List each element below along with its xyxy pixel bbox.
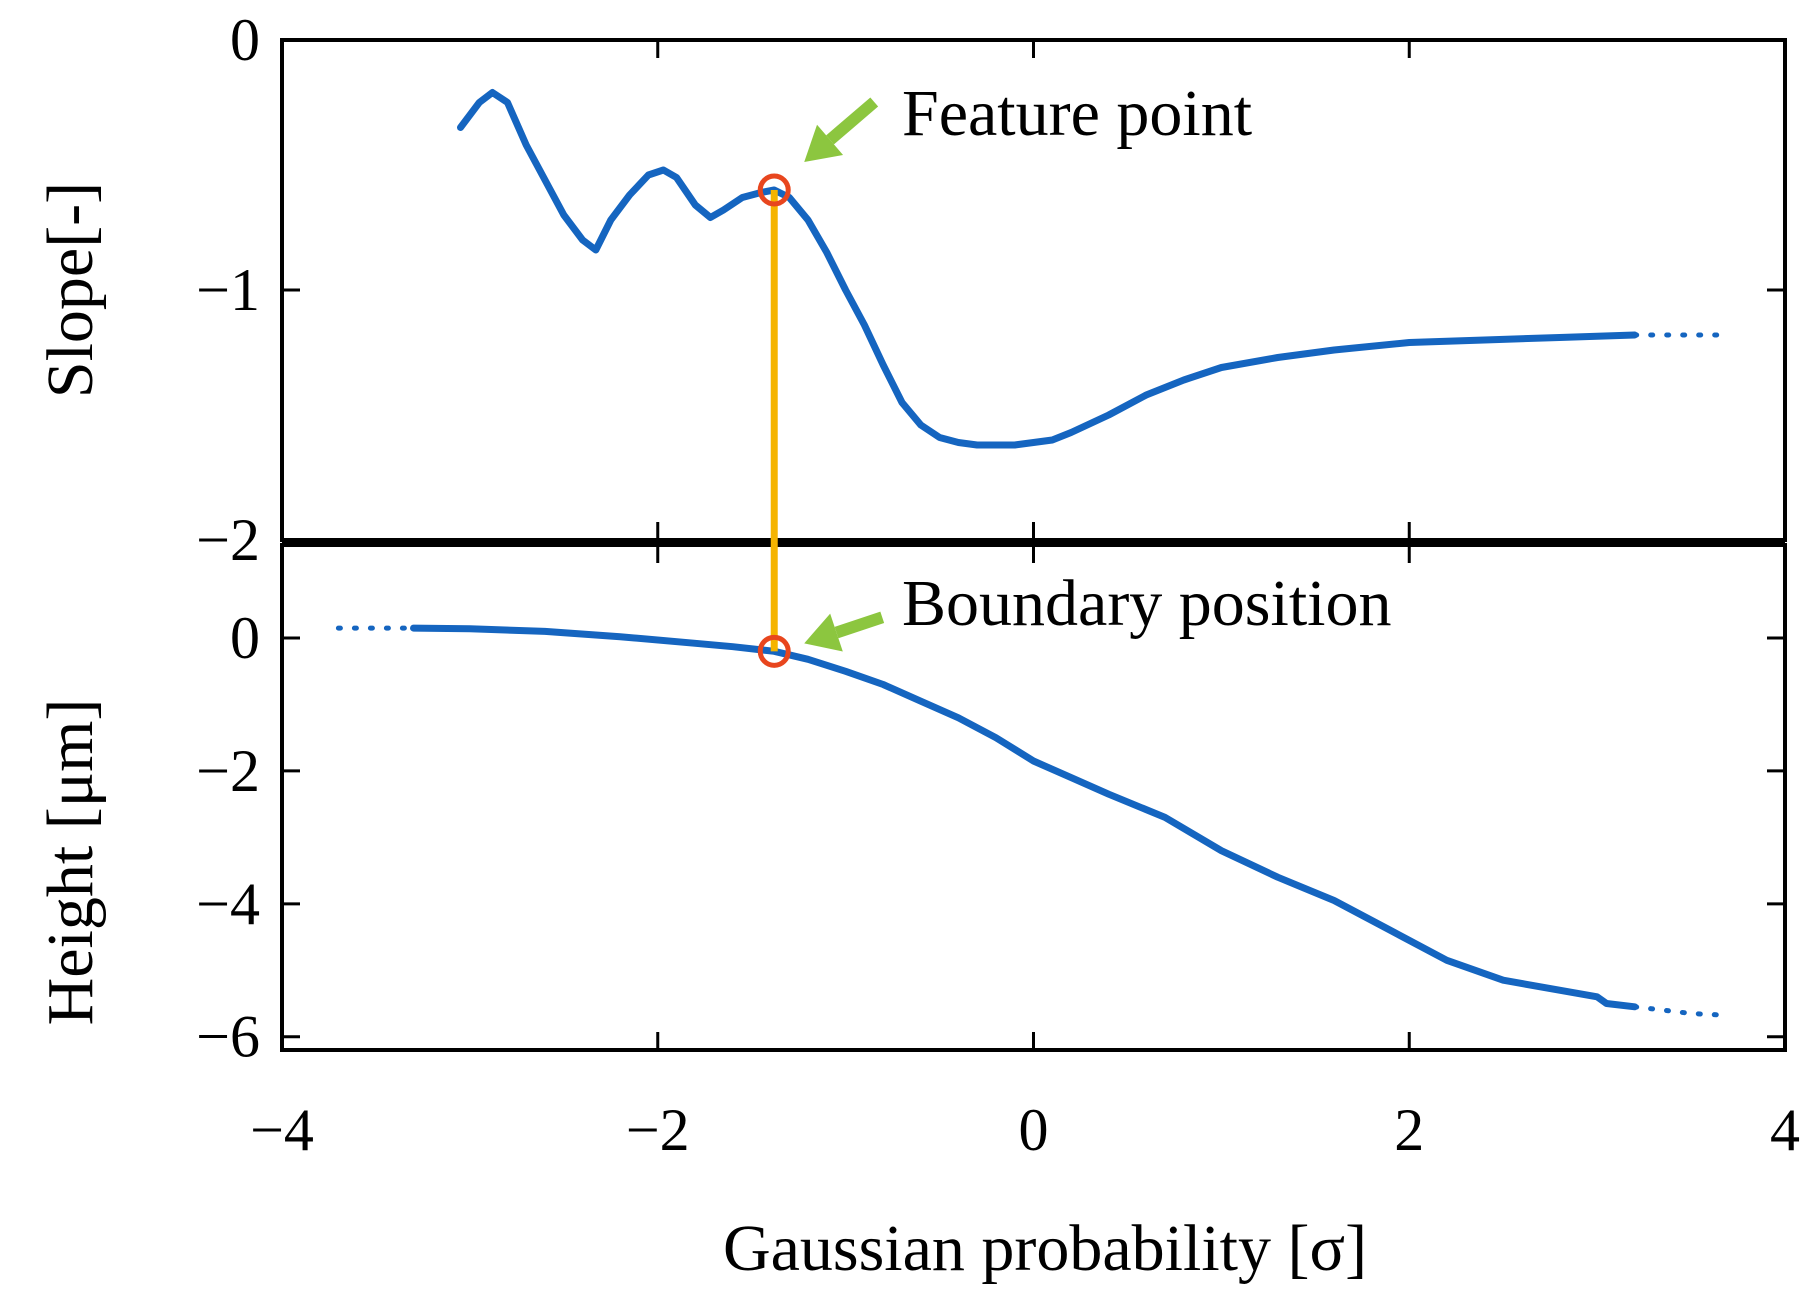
top-x-ticks xyxy=(280,40,1787,540)
bottom-y-ticks: 0 −2 −4 −6 xyxy=(196,605,1785,1070)
y-tick-label: 0 xyxy=(230,7,260,73)
y-tick-label: −4 xyxy=(196,871,260,937)
x-tick-label: −2 xyxy=(626,1097,690,1163)
top-panel: 0 −1 −2 Slope[-] xyxy=(34,7,1787,573)
y-tick-label: −1 xyxy=(196,257,260,323)
arrow-head xyxy=(804,124,844,162)
boundary-position-marker xyxy=(757,634,791,668)
x-tick-label: 0 xyxy=(1019,1097,1049,1163)
y-tick-label: −6 xyxy=(196,1004,260,1070)
bottom-x-ticks: −4 −2 0 2 4 xyxy=(250,545,1800,1163)
feature-markers xyxy=(757,173,791,668)
boundary-position-arrow xyxy=(804,611,885,652)
feature-point-arrow xyxy=(804,97,879,162)
arrow-head xyxy=(804,613,843,652)
y-tick-label: −2 xyxy=(196,738,260,804)
boundary-position-label: Boundary position xyxy=(902,567,1392,640)
annotation-arrows xyxy=(804,97,885,652)
y-tick-label: 0 xyxy=(230,605,260,671)
x-axis-title: Gaussian probability [σ] xyxy=(723,1212,1367,1285)
x-tick-label: 2 xyxy=(1394,1097,1424,1163)
data-series-line xyxy=(410,624,1639,1011)
x-tick-label: 4 xyxy=(1770,1097,1800,1163)
top-y-axis-title: Slope[-] xyxy=(34,182,107,398)
bottom-y-axis-title: Height [μm] xyxy=(34,699,107,1026)
arrow-shaft xyxy=(826,97,879,145)
x-tick-label: −4 xyxy=(250,1097,314,1163)
feature-point-marker xyxy=(757,173,791,207)
data-series-dotted-tail xyxy=(1632,1004,1732,1018)
data-series-line xyxy=(457,89,1639,449)
arrow-shaft xyxy=(834,611,885,639)
feature-point-label: Feature point xyxy=(902,77,1252,150)
y-tick-label: −2 xyxy=(196,507,260,573)
bottom-panel: 0 −2 −4 −6 −4 −2 0 2 4 Height [μm] Gaussian pro… xyxy=(34,543,1800,1285)
bottom-curves xyxy=(335,624,1732,1018)
top-curves xyxy=(457,89,1732,449)
